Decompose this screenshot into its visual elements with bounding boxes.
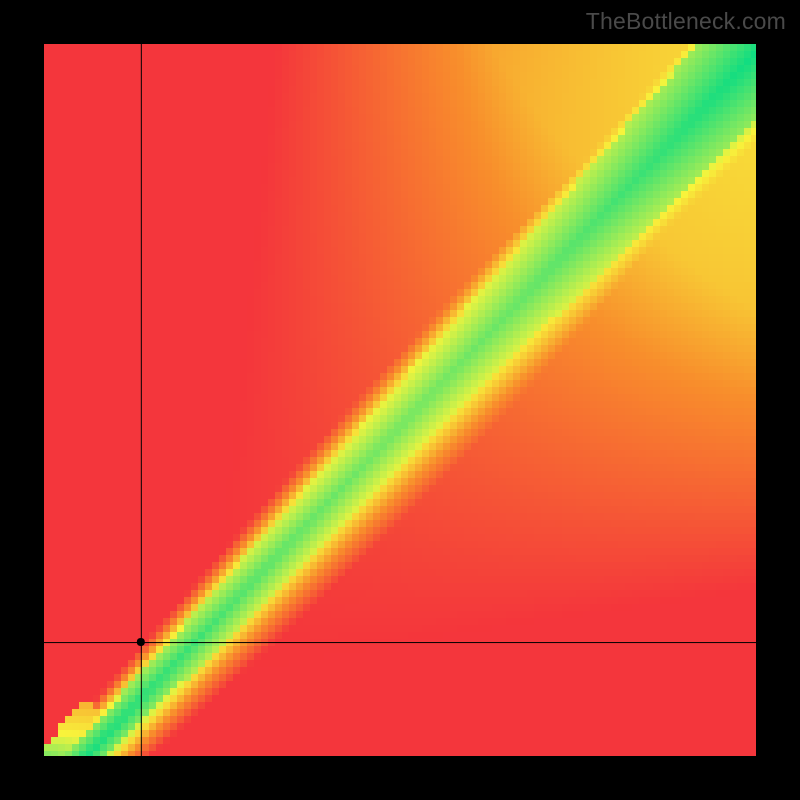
chart-container: TheBottleneck.com — [0, 0, 800, 800]
watermark-text: TheBottleneck.com — [586, 8, 786, 35]
heatmap-canvas — [44, 44, 756, 756]
plot-area — [44, 44, 756, 756]
